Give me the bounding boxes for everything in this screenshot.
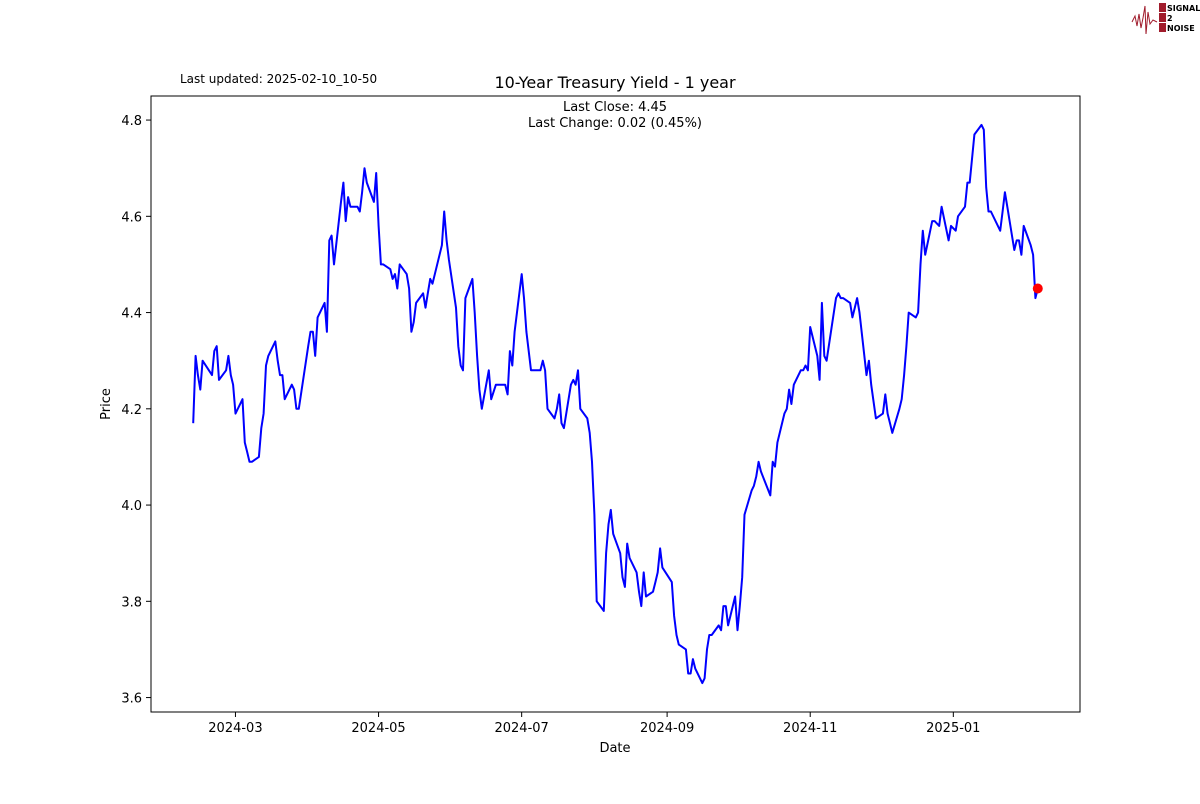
x-tick-label: 2024-03: [208, 721, 262, 736]
logo-text-1: SIGNAL: [1167, 4, 1200, 13]
y-tick-label: 3.8: [121, 595, 142, 610]
x-tick-label: 2025-01: [926, 721, 980, 736]
y-tick-label: 4.0: [121, 499, 142, 514]
y-tick-label: 3.6: [121, 692, 142, 707]
chart-title: 10-Year Treasury Yield - 1 year: [494, 73, 736, 92]
last-close-annotation: Last Close: 4.45: [563, 100, 667, 115]
logo-box-1: [1159, 3, 1166, 12]
x-axis-label: Date: [599, 741, 630, 756]
y-tick-label: 4.6: [121, 210, 142, 225]
x-tick-label: 2024-09: [640, 721, 694, 736]
last-change-annotation: Last Change: 0.02 (0.45%): [528, 116, 702, 131]
x-tick-label: 2024-07: [494, 721, 548, 736]
y-tick-label: 4.4: [121, 307, 142, 322]
last-updated-text: Last updated: 2025-02-10_10-50: [180, 72, 377, 86]
logo-box-3: [1159, 23, 1166, 32]
y-axis-label: Price: [99, 388, 114, 420]
logo-text-2: 2: [1167, 14, 1173, 23]
y-tick-label: 4.2: [121, 403, 142, 418]
logo-text-3: NOISE: [1167, 24, 1195, 33]
y-tick-label: 4.8: [121, 114, 142, 129]
x-tick-label: 2024-05: [351, 721, 405, 736]
x-tick-label: 2024-11: [783, 721, 837, 736]
last-close-marker: [1033, 284, 1043, 294]
logo-box-2: [1159, 13, 1166, 22]
